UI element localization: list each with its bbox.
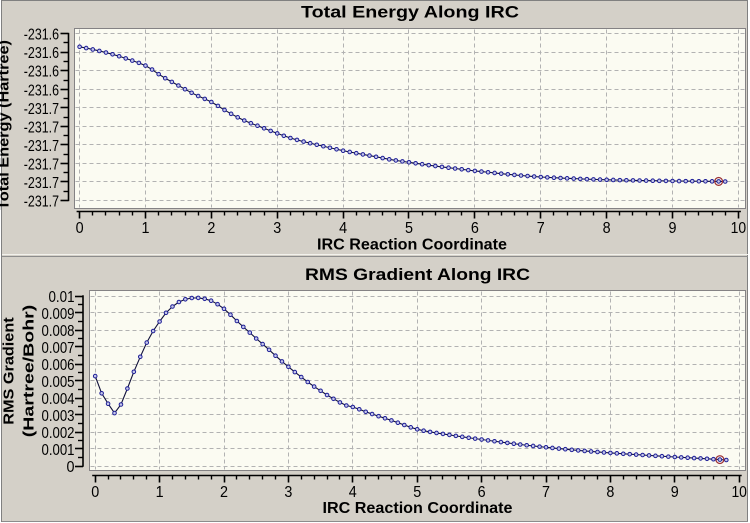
- svg-text:0.003: 0.003: [42, 408, 75, 425]
- svg-text:3: 3: [273, 220, 281, 237]
- svg-text:8: 8: [606, 484, 614, 501]
- svg-text:0: 0: [67, 459, 75, 476]
- svg-text:0.007: 0.007: [42, 340, 75, 357]
- svg-text:1: 1: [156, 484, 164, 501]
- svg-text:7: 7: [537, 220, 545, 237]
- svg-text:5: 5: [405, 220, 413, 237]
- svg-text:RMS Gradient Along IRC: RMS Gradient Along IRC: [305, 265, 530, 284]
- svg-text:-231.7: -231.7: [24, 156, 59, 173]
- svg-text:-231.7: -231.7: [24, 175, 59, 192]
- svg-text:-231.7: -231.7: [24, 138, 59, 155]
- svg-text:-231.6: -231.6: [24, 27, 59, 44]
- svg-text:0.002: 0.002: [42, 425, 75, 442]
- svg-text:7: 7: [542, 484, 550, 501]
- svg-text:0.008: 0.008: [42, 323, 75, 340]
- svg-text:1: 1: [141, 220, 149, 237]
- svg-text:0.005: 0.005: [42, 374, 75, 391]
- svg-text:2: 2: [220, 484, 228, 501]
- svg-text:-231.7: -231.7: [24, 101, 59, 118]
- svg-text:10: 10: [731, 220, 747, 237]
- svg-text:-231.7: -231.7: [24, 193, 59, 210]
- svg-text:IRC Reaction Coordinate: IRC Reaction Coordinate: [323, 500, 513, 517]
- svg-text:9: 9: [669, 220, 677, 237]
- svg-text:-231.6: -231.6: [24, 64, 59, 81]
- svg-text:9: 9: [671, 484, 679, 501]
- svg-text:RMS Gradient: RMS Gradient: [1, 317, 18, 425]
- svg-text:0.004: 0.004: [42, 391, 75, 408]
- svg-text:8: 8: [603, 220, 611, 237]
- svg-text:0: 0: [76, 220, 84, 237]
- svg-text:Total Energy Along IRC: Total Energy Along IRC: [301, 3, 519, 22]
- svg-text:3: 3: [284, 484, 292, 501]
- svg-text:-231.6: -231.6: [24, 45, 59, 62]
- svg-text:-231.7: -231.7: [24, 119, 59, 136]
- svg-text:10: 10: [731, 484, 747, 501]
- svg-text:-231.6: -231.6: [24, 82, 59, 99]
- svg-text:0.01: 0.01: [49, 289, 75, 306]
- svg-text:6: 6: [478, 484, 486, 501]
- svg-text:0.009: 0.009: [42, 306, 75, 323]
- svg-text:4: 4: [349, 484, 357, 501]
- svg-text:4: 4: [339, 220, 347, 237]
- svg-text:2: 2: [207, 220, 215, 237]
- svg-text:(Hartree/Bohr): (Hartree/Bohr): [21, 305, 38, 438]
- svg-text:0: 0: [91, 484, 99, 501]
- svg-text:5: 5: [413, 484, 421, 501]
- svg-text:IRC Reaction Coordinate: IRC Reaction Coordinate: [317, 237, 507, 254]
- svg-text:0.001: 0.001: [42, 442, 75, 459]
- svg-text:Total Energy (Hartree): Total Energy (Hartree): [0, 40, 13, 210]
- svg-text:6: 6: [471, 220, 479, 237]
- svg-text:0.006: 0.006: [42, 357, 75, 374]
